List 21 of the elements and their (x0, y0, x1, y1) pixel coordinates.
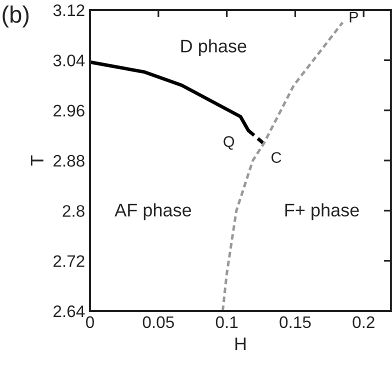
y-tick-label: 2.64 (54, 305, 85, 318)
x-tick-label: 0.15 (280, 316, 311, 328)
y-tick-label: 2.72 (54, 255, 84, 267)
x-tick-label: 0.2 (352, 316, 374, 328)
y-axis-title: T (30, 155, 44, 166)
annotation: P (350, 12, 358, 22)
annotation: AF phase (114, 203, 192, 220)
y-tick-label: 3.12 (53, 4, 84, 16)
y-tick-label: 2.8 (62, 205, 84, 217)
annotation: F+ phase (285, 203, 359, 220)
annotation: C (272, 152, 282, 163)
y-tick-label: 2.88 (54, 154, 84, 167)
x-tick-label: 0.1 (216, 316, 238, 328)
text: (b) (2, 6, 29, 28)
annotation: D phase (181, 39, 246, 56)
x-tick-label: 0.05 (142, 316, 174, 328)
y-tick-label: 2.96 (54, 104, 84, 117)
y-tick-label: 3.04 (53, 54, 85, 66)
annotation: Q (224, 136, 234, 150)
x-axis-title: H (235, 338, 246, 350)
x-tick-label: 0 (86, 316, 94, 328)
